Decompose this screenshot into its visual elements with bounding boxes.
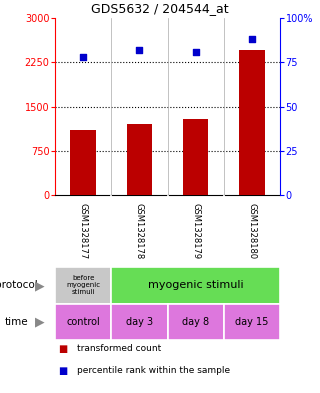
- Bar: [55, 304, 111, 340]
- Text: transformed count: transformed count: [77, 344, 162, 353]
- Text: GSM1328180: GSM1328180: [247, 203, 256, 259]
- Text: ▶: ▶: [35, 279, 44, 292]
- Text: percentile rank within the sample: percentile rank within the sample: [77, 365, 230, 375]
- Bar: [224, 304, 280, 340]
- Bar: [111, 304, 167, 340]
- Bar: [239, 50, 265, 195]
- Text: ▶: ▶: [35, 316, 44, 329]
- Bar: [111, 267, 280, 304]
- Text: day 3: day 3: [126, 317, 153, 327]
- Point: [193, 48, 198, 55]
- Text: ■: ■: [58, 365, 68, 376]
- Text: ■: ■: [58, 344, 68, 354]
- Text: protocol: protocol: [0, 281, 38, 290]
- Text: day 15: day 15: [235, 317, 268, 327]
- Text: before
myogenic
stimuli: before myogenic stimuli: [66, 275, 100, 296]
- Text: control: control: [66, 317, 100, 327]
- Text: GSM1328178: GSM1328178: [135, 203, 144, 259]
- Point: [249, 36, 254, 42]
- Text: GSM1328179: GSM1328179: [191, 203, 200, 259]
- Text: GDS5632 / 204544_at: GDS5632 / 204544_at: [91, 2, 229, 15]
- Bar: [183, 119, 208, 195]
- Text: myogenic stimuli: myogenic stimuli: [148, 281, 244, 290]
- Bar: [127, 124, 152, 195]
- Point: [81, 54, 86, 60]
- Text: GSM1328177: GSM1328177: [79, 203, 88, 259]
- Text: time: time: [5, 317, 28, 327]
- Bar: [55, 267, 111, 304]
- Point: [137, 47, 142, 53]
- Bar: [167, 304, 224, 340]
- Bar: [70, 130, 96, 195]
- Text: day 8: day 8: [182, 317, 209, 327]
